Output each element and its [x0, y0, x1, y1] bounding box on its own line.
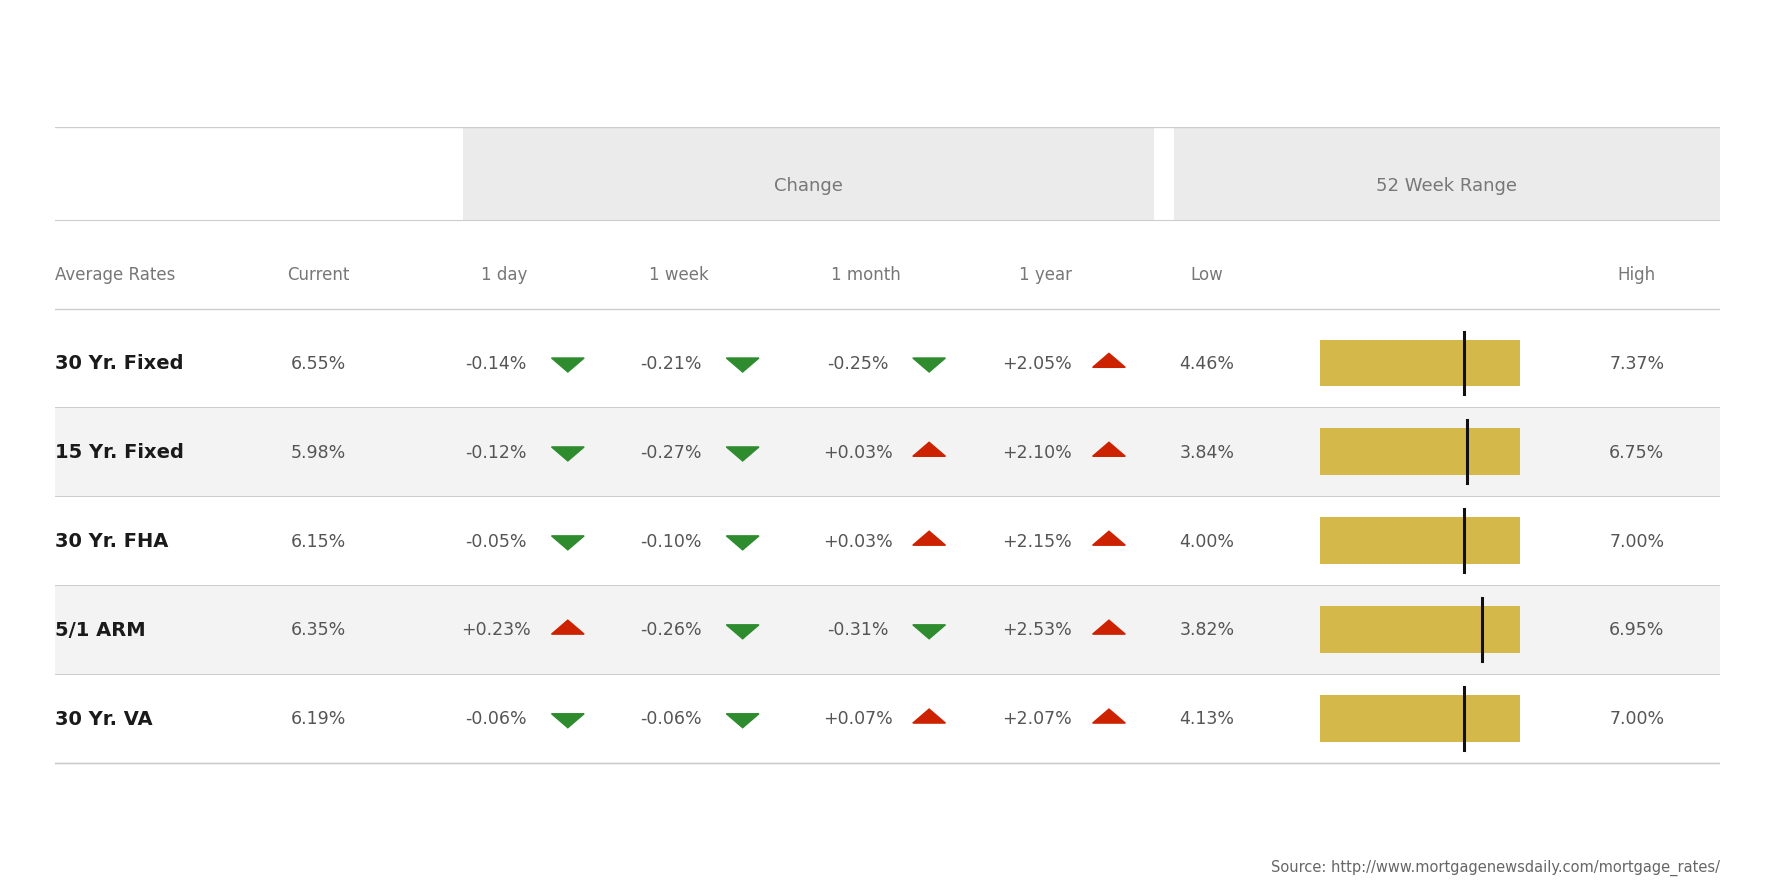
- Text: +2.15%: +2.15%: [1003, 532, 1072, 550]
- Bar: [1321, 429, 1519, 476]
- Text: Source: http://www.mortgagenewsdaily.com/mortgage_rates/: Source: http://www.mortgagenewsdaily.com…: [1271, 858, 1720, 874]
- Text: 4.00%: 4.00%: [1180, 532, 1235, 550]
- Text: +2.10%: +2.10%: [1003, 443, 1072, 461]
- Text: 30 Yr. VA: 30 Yr. VA: [55, 709, 153, 728]
- Polygon shape: [726, 447, 760, 461]
- Text: Low: Low: [1191, 266, 1223, 283]
- Text: 1 year: 1 year: [1019, 266, 1072, 283]
- Text: 4.46%: 4.46%: [1180, 354, 1235, 372]
- Text: 15 Yr. Fixed: 15 Yr. Fixed: [55, 443, 185, 461]
- Text: 6.75%: 6.75%: [1610, 443, 1665, 461]
- Polygon shape: [552, 536, 584, 551]
- Polygon shape: [1093, 354, 1125, 368]
- Text: 3.82%: 3.82%: [1180, 620, 1235, 638]
- Text: 5/1 ARM: 5/1 ARM: [55, 620, 146, 639]
- Text: +2.05%: +2.05%: [1003, 354, 1072, 372]
- Polygon shape: [726, 714, 760, 728]
- Text: 4.13%: 4.13%: [1180, 710, 1235, 728]
- Text: -0.06%: -0.06%: [641, 710, 701, 728]
- Polygon shape: [552, 358, 584, 373]
- Text: 5.98%: 5.98%: [291, 443, 346, 461]
- Text: High: High: [1617, 266, 1656, 283]
- Text: 7.37%: 7.37%: [1610, 354, 1665, 372]
- Polygon shape: [726, 536, 760, 551]
- Text: 7.00%: 7.00%: [1610, 710, 1665, 728]
- Polygon shape: [552, 447, 584, 461]
- Text: +0.03%: +0.03%: [822, 443, 893, 461]
- Polygon shape: [1093, 532, 1125, 545]
- Bar: [55, 496, 1720, 586]
- Bar: [1321, 341, 1519, 386]
- Text: Current: Current: [288, 266, 350, 283]
- Bar: [1321, 518, 1519, 564]
- Text: -0.25%: -0.25%: [827, 354, 888, 372]
- Bar: [55, 408, 1720, 496]
- Text: 7.00%: 7.00%: [1610, 532, 1665, 550]
- Text: 3.84%: 3.84%: [1180, 443, 1235, 461]
- Text: +0.23%: +0.23%: [462, 620, 531, 638]
- Text: 1 week: 1 week: [650, 266, 710, 283]
- Text: 6.35%: 6.35%: [291, 620, 346, 638]
- Text: 6.19%: 6.19%: [291, 710, 346, 728]
- Text: 30 Yr. Fixed: 30 Yr. Fixed: [55, 354, 183, 373]
- Bar: [55, 674, 1720, 763]
- Text: +0.07%: +0.07%: [822, 710, 893, 728]
- Text: 52 Week Range: 52 Week Range: [1376, 177, 1518, 195]
- Polygon shape: [1093, 620, 1125, 635]
- Text: +2.07%: +2.07%: [1003, 710, 1072, 728]
- Text: -0.12%: -0.12%: [465, 443, 527, 461]
- Polygon shape: [1093, 443, 1125, 457]
- Text: 6.95%: 6.95%: [1610, 620, 1665, 638]
- Text: -0.14%: -0.14%: [465, 354, 527, 372]
- Bar: [1173, 128, 1729, 221]
- Text: -0.26%: -0.26%: [641, 620, 701, 638]
- Bar: [55, 586, 1720, 674]
- Polygon shape: [912, 709, 946, 723]
- Text: 6.15%: 6.15%: [291, 532, 346, 550]
- Polygon shape: [1093, 709, 1125, 723]
- Text: -0.10%: -0.10%: [641, 532, 701, 550]
- Polygon shape: [726, 358, 760, 373]
- Text: Change: Change: [774, 177, 843, 195]
- Text: -0.06%: -0.06%: [465, 710, 527, 728]
- Text: CHART: 52-WEEK AVERAGE MORTGAGE RATES: CHART: 52-WEEK AVERAGE MORTGAGE RATES: [85, 55, 760, 80]
- Polygon shape: [552, 714, 584, 728]
- Text: -0.31%: -0.31%: [827, 620, 888, 638]
- Text: +2.53%: +2.53%: [1003, 620, 1072, 638]
- Text: -0.27%: -0.27%: [641, 443, 701, 461]
- Text: -0.05%: -0.05%: [465, 532, 527, 550]
- Bar: [463, 128, 1154, 221]
- Polygon shape: [552, 620, 584, 635]
- Bar: [1321, 696, 1519, 742]
- Polygon shape: [912, 625, 946, 639]
- Text: 1 month: 1 month: [831, 266, 900, 283]
- Bar: [1321, 607, 1519, 653]
- Text: +0.03%: +0.03%: [822, 532, 893, 550]
- Polygon shape: [912, 358, 946, 373]
- Polygon shape: [912, 443, 946, 457]
- Text: 30 Yr. FHA: 30 Yr. FHA: [55, 531, 169, 551]
- Bar: [55, 319, 1720, 408]
- Text: 1 day: 1 day: [481, 266, 527, 283]
- Polygon shape: [726, 625, 760, 639]
- Text: -0.21%: -0.21%: [641, 354, 701, 372]
- Text: 6.55%: 6.55%: [291, 354, 346, 372]
- Polygon shape: [912, 532, 946, 545]
- Text: Average Rates: Average Rates: [55, 266, 176, 283]
